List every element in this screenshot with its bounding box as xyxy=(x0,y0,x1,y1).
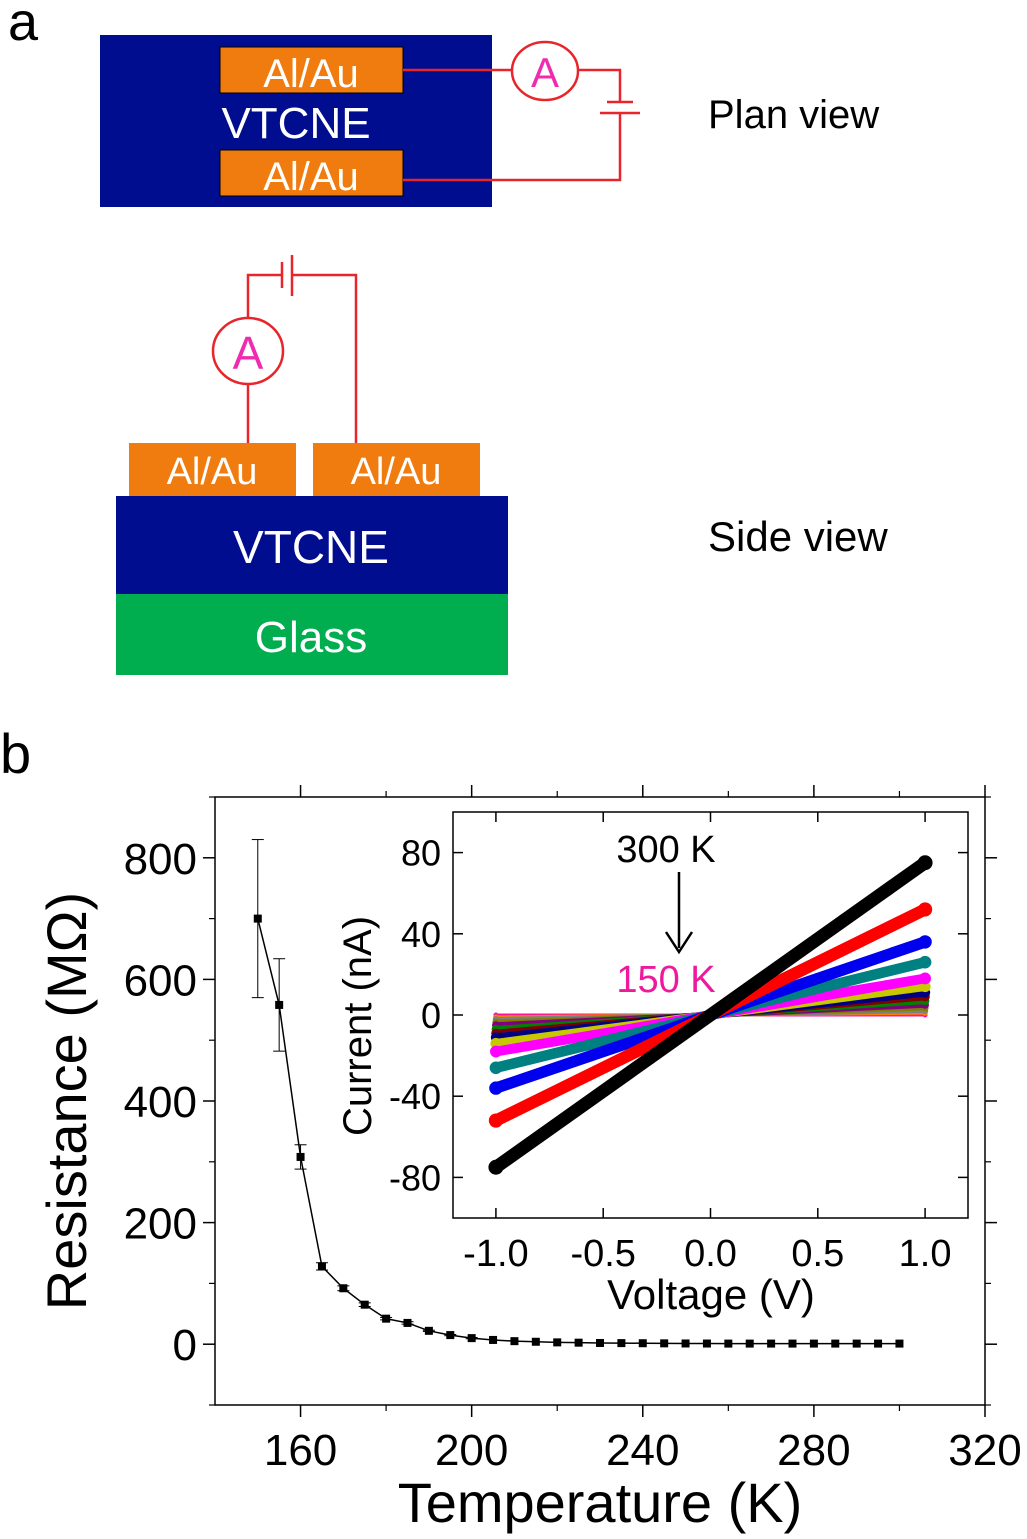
main-x-tick-label: 200 xyxy=(435,1426,508,1475)
inset-series-end xyxy=(917,902,933,917)
main-y-tick-label: 400 xyxy=(124,1078,197,1127)
side-electrode-left-label: Al/Au xyxy=(167,451,258,493)
inset-x-tick-label: 0.5 xyxy=(791,1233,844,1275)
side-substrate-label: Glass xyxy=(255,613,367,662)
main-data-point xyxy=(895,1339,904,1348)
main-y-tick-label: 0 xyxy=(173,1321,197,1370)
inset-series xyxy=(488,855,933,1175)
main-data-point xyxy=(809,1339,818,1348)
inset-annotation-300k: 300 K xyxy=(616,829,715,871)
main-data-point xyxy=(275,1000,284,1009)
plan-view-caption: Plan view xyxy=(708,93,879,137)
main-data-point xyxy=(617,1339,626,1348)
inset-y-tick-label: 0 xyxy=(421,995,441,1036)
inset-series-end xyxy=(919,972,931,985)
plan-view-diagram: Al/Au VTCNE Al/Au A Plan view xyxy=(100,35,879,207)
plan-electrode-bottom xyxy=(219,149,404,197)
inset-y-tick-label: 40 xyxy=(401,914,441,955)
inset-y-axis-title: Current (nA) xyxy=(336,916,380,1136)
main-x-tick-label: 240 xyxy=(606,1426,679,1475)
main-data-point xyxy=(745,1339,754,1348)
main-data-point xyxy=(531,1337,540,1346)
inset-x-tick-label: 1.0 xyxy=(899,1233,952,1275)
main-data-point xyxy=(467,1334,476,1343)
side-ammeter-icon xyxy=(211,316,285,386)
main-series xyxy=(251,839,904,1348)
panel-a-label: a xyxy=(8,0,39,52)
main-x-tick-label: 320 xyxy=(948,1426,1021,1475)
main-y-tick-label: 200 xyxy=(124,1200,197,1249)
side-electrode-right xyxy=(313,443,480,496)
main-data-point xyxy=(596,1338,604,1347)
inset-x-axis-title: Voltage (V) xyxy=(607,1271,815,1318)
side-view-caption: Side view xyxy=(708,513,888,560)
main-data-point xyxy=(339,1284,348,1293)
inset-series-end xyxy=(488,1159,504,1175)
main-y-tick-label: 600 xyxy=(124,956,197,1005)
main-data-point xyxy=(424,1326,433,1335)
inset-y-tick-label: -80 xyxy=(389,1157,441,1198)
inset-x-tick-label: -1.0 xyxy=(463,1233,528,1275)
inset-series-end xyxy=(489,1081,503,1095)
side-electrode-right-label: Al/Au xyxy=(351,451,442,493)
main-data-point xyxy=(767,1339,776,1348)
inset-series-end xyxy=(489,1061,503,1075)
main-data-point xyxy=(296,1152,305,1161)
main-x-axis-title: Temperature (K) xyxy=(398,1471,803,1534)
main-data-point xyxy=(874,1339,883,1348)
panel-b-label: b xyxy=(0,722,31,785)
side-circuit-wires xyxy=(246,255,358,443)
main-data-point xyxy=(317,1262,326,1271)
main-data-point xyxy=(681,1339,690,1348)
inset-x-tick-label: 0.0 xyxy=(684,1233,737,1275)
inset-series-end xyxy=(488,1113,504,1128)
inset-series-end xyxy=(918,935,932,949)
main-data-point xyxy=(553,1338,562,1347)
plan-film-label: VTCNE xyxy=(221,99,370,148)
side-substrate xyxy=(116,593,508,675)
main-data-point xyxy=(403,1318,412,1327)
side-electrode-left xyxy=(129,443,296,496)
side-ammeter-label: A xyxy=(233,327,264,379)
inset-y-tick-label: 80 xyxy=(401,833,441,874)
plan-ammeter-icon xyxy=(510,40,580,102)
main-data-point xyxy=(788,1339,797,1348)
inset-x-tick-label: -0.5 xyxy=(570,1233,635,1275)
main-data-point xyxy=(724,1339,733,1348)
plan-electrode-bottom-label: Al/Au xyxy=(263,155,359,199)
main-data-point xyxy=(660,1339,669,1348)
inset-annotation-150k: 150 K xyxy=(616,959,715,1001)
main-data-point xyxy=(510,1337,519,1346)
main-data-point xyxy=(831,1339,840,1348)
side-film-label: VTCNE xyxy=(233,521,389,573)
inset-y-tick-label: -40 xyxy=(389,1076,441,1117)
inset-series-end xyxy=(490,1045,502,1058)
main-y-axis-title: Resistance (MΩ) xyxy=(35,892,98,1310)
inset-annotation-arrow xyxy=(664,872,694,955)
main-data-point xyxy=(382,1314,391,1323)
plan-electrode-top-label: Al/Au xyxy=(263,52,359,96)
side-film xyxy=(116,496,508,594)
main-data-point xyxy=(574,1338,583,1347)
main-data-point xyxy=(360,1300,369,1309)
main-data-point xyxy=(489,1335,498,1344)
inset-axes: -1.0 -0.5 0.0 0.5 1.0 -80 -40 0 40 80 xyxy=(389,812,968,1275)
plan-electrode-top xyxy=(219,46,404,94)
main-y-tick-label: 800 xyxy=(124,835,197,884)
plan-ammeter-label: A xyxy=(531,49,559,96)
main-data-point xyxy=(446,1331,455,1340)
plan-circuit-wires xyxy=(403,68,640,182)
inset-series-end xyxy=(918,955,932,969)
main-data-point xyxy=(253,914,262,923)
main-data-point xyxy=(852,1339,861,1348)
main-data-point xyxy=(638,1339,647,1348)
inset-series-line xyxy=(492,857,929,1173)
side-view-diagram: Al/Au Al/Au VTCNE Glass A Side view xyxy=(116,255,888,675)
main-x-tick-label: 160 xyxy=(264,1426,337,1475)
main-data-point xyxy=(702,1339,711,1348)
inset-series-end xyxy=(917,855,933,871)
main-x-tick-label: 280 xyxy=(777,1426,850,1475)
